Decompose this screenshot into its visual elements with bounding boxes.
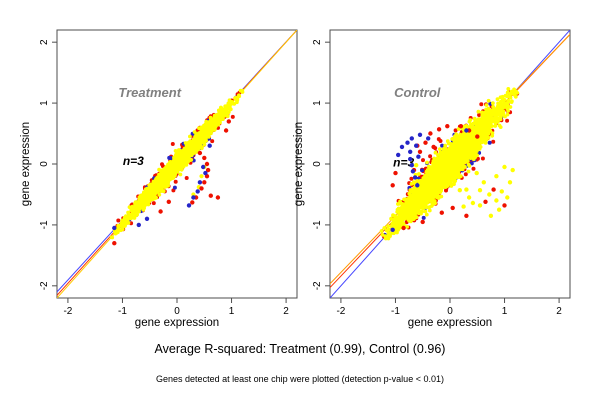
x-tick-label: 0 — [174, 306, 180, 317]
panel-title: Control — [394, 85, 441, 100]
n-annotation: n=3 — [123, 154, 144, 168]
y-tick-label: 0 — [312, 161, 323, 167]
panel-title: Treatment — [118, 85, 181, 100]
y-tick-label: -2 — [39, 281, 50, 290]
y-axis-label: gene expression — [20, 122, 32, 206]
x-tick-label: 1 — [502, 306, 508, 317]
y-axis-label: gene expression — [293, 122, 305, 206]
chip-yellow-points — [379, 86, 520, 241]
red-outliers — [390, 123, 507, 231]
y-tick-label: -1 — [39, 220, 50, 229]
y-tick-label: 1 — [39, 100, 50, 106]
y-tick-label: -2 — [312, 281, 323, 290]
y-tick-label: -1 — [312, 220, 323, 229]
red-outliers — [112, 119, 231, 246]
x-tick-label: 0 — [447, 306, 453, 317]
x-axis-label: gene expression — [408, 317, 492, 329]
control-panel: -2 -1 0 1 2 -2 -1 0 1 2 gene expression gene expres… — [293, 29, 571, 329]
x-tick-label: 2 — [556, 306, 562, 317]
chip-yellow-points — [109, 88, 245, 240]
y-tick-label: 2 — [312, 39, 323, 45]
y-tick-label: 1 — [312, 100, 323, 106]
yellow-outliers — [414, 163, 515, 219]
caption-r-squared: Average R-squared: Treatment (0.99), Con… — [154, 342, 446, 356]
x-tick-label: -2 — [336, 306, 345, 317]
x-tick-label: -2 — [63, 306, 72, 317]
scatter-points — [109, 88, 245, 246]
caption-detection-note: Genes detected at least one chip were pl… — [156, 374, 444, 384]
x-tick-label: -1 — [118, 306, 127, 317]
x-tick-label: -1 — [391, 306, 400, 317]
x-tick-label: 2 — [283, 306, 289, 317]
y-tick-label: 2 — [39, 39, 50, 45]
scatter-points — [379, 86, 520, 241]
x-axis-label: gene expression — [135, 317, 219, 329]
treatment-panel: -2 -1 0 1 2 -2 -1 0 1 2 gene expression gene expres… — [20, 29, 298, 329]
x-tick-label: 1 — [229, 306, 235, 317]
y-tick-label: 0 — [39, 161, 50, 167]
